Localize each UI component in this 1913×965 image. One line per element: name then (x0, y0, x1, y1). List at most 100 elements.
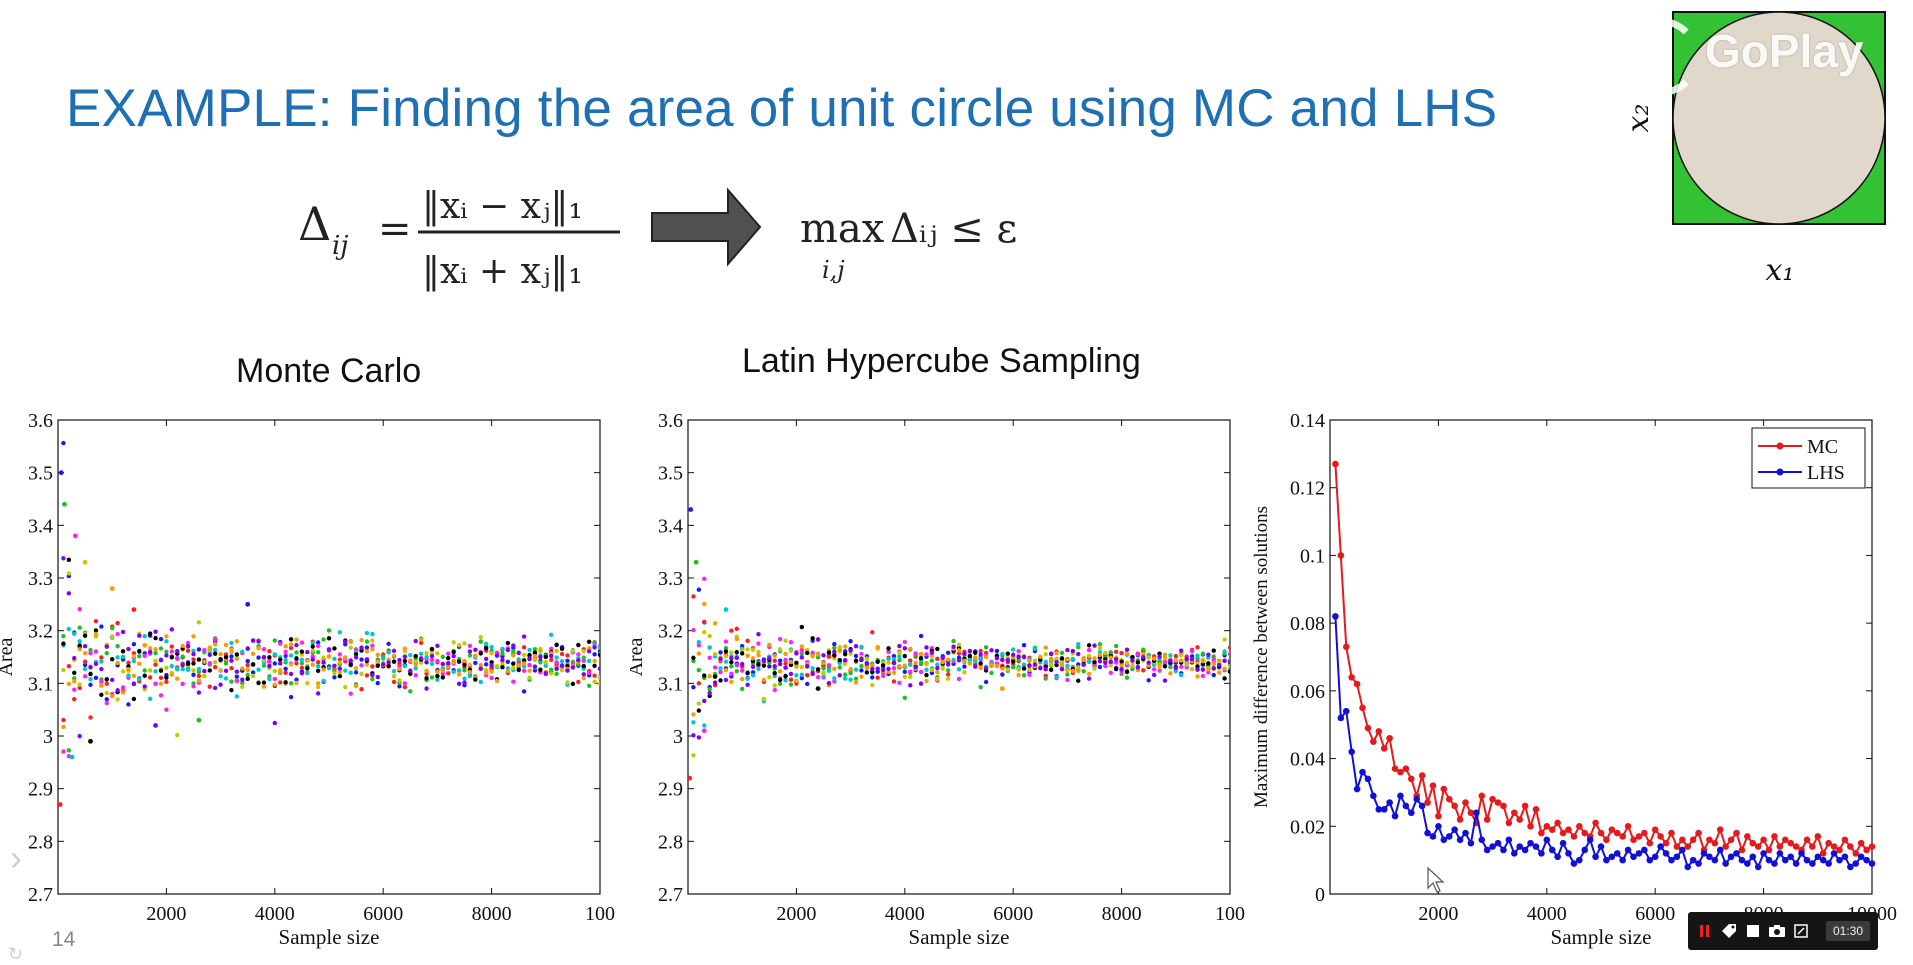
scatter-point (924, 652, 929, 657)
scatter-point (164, 679, 169, 685)
scatter-point (761, 696, 767, 702)
scatter-point (223, 642, 229, 648)
scatter-point (886, 666, 891, 671)
scatter-point (397, 684, 402, 689)
scatter-point (451, 660, 456, 665)
scatter-point (756, 641, 761, 646)
scatter-point (77, 606, 82, 612)
scatter-point (1021, 662, 1027, 668)
scatter-point (956, 651, 962, 656)
series-point-lhs (1733, 850, 1740, 857)
scatter-point (973, 659, 978, 664)
scatter-point (240, 677, 245, 682)
scatter-point (723, 607, 729, 612)
scatter-point (549, 653, 554, 659)
scatter-point (745, 653, 750, 658)
scatter-point (1146, 678, 1151, 683)
scatter-point (164, 665, 169, 671)
scatter-point (691, 684, 696, 690)
scatter-point (1124, 669, 1130, 674)
scatter-point (554, 666, 559, 672)
scatter-point (740, 686, 745, 692)
series-point-lhs (1494, 839, 1502, 847)
series-point-mc (1613, 829, 1621, 837)
refresh-icon[interactable]: ↻ (8, 944, 24, 964)
scatter-point (435, 658, 440, 664)
scatter-point (1070, 656, 1076, 662)
series-point-lhs (1722, 860, 1729, 867)
expand-icon[interactable] (1792, 922, 1810, 940)
scatter-point (875, 644, 880, 650)
scatter-point (169, 655, 175, 660)
scatter-point (408, 668, 413, 673)
previous-slide-icon[interactable]: › (10, 837, 22, 878)
scatter-point (483, 662, 489, 667)
scatter-point (832, 666, 837, 671)
scatter-point (859, 644, 864, 650)
series-point-mc (1548, 826, 1556, 833)
scatter-point (1011, 647, 1016, 652)
y-tick-label: 3.6 (658, 410, 683, 432)
scatter-point (848, 670, 853, 676)
scatter-point (592, 645, 597, 650)
scatter-point (527, 647, 532, 653)
series-point-mc (1451, 802, 1458, 810)
series-point-mc (1353, 680, 1361, 688)
scatter-point (826, 654, 832, 659)
scatter-point (1097, 664, 1103, 670)
series-point-mc (1397, 768, 1404, 776)
scatter-point (565, 653, 570, 658)
scatter-point (729, 659, 734, 665)
scatter-point (1119, 666, 1124, 672)
series-point-mc (1819, 850, 1827, 857)
scatter-point (424, 651, 429, 656)
scatter-point (1216, 670, 1222, 675)
scatter-point (115, 655, 120, 660)
scatter-point (1059, 662, 1065, 667)
scatter-point (521, 689, 527, 694)
camera-icon[interactable] (1768, 922, 1786, 940)
scatter-point (288, 653, 294, 658)
scatter-point (918, 669, 924, 675)
scatter-point (918, 656, 924, 661)
scatter-point (305, 681, 310, 686)
scatter-point (783, 665, 788, 670)
scatter-point (832, 641, 837, 647)
scatter-point (1179, 648, 1184, 653)
tag-icon[interactable] (1720, 922, 1738, 940)
scatter-point (370, 638, 375, 643)
scatter-point (745, 647, 750, 652)
scatter-point (886, 660, 891, 665)
record-icon[interactable] (1696, 922, 1714, 940)
scatter-point (315, 640, 321, 645)
scatter-point (250, 670, 256, 675)
scatter-point (440, 654, 446, 660)
scatter-point (413, 653, 418, 659)
scatter-point (272, 652, 277, 657)
scatter-point (218, 667, 223, 673)
scatter-point (1211, 661, 1216, 666)
y-tick-label: 3.2 (28, 621, 53, 643)
scatter-point (88, 682, 93, 688)
scatter-point (1081, 655, 1086, 661)
diagram-ylabel: x₂ (1621, 104, 1656, 133)
scatter-point (299, 665, 305, 671)
series-point-mc (1570, 833, 1578, 840)
series-point-mc (1738, 846, 1746, 854)
scatter-point (115, 697, 120, 702)
series-point-lhs (1576, 856, 1583, 864)
scatter-point (467, 673, 473, 679)
scatter-point (788, 671, 794, 677)
scatter-point (511, 665, 516, 671)
stop-icon[interactable] (1744, 922, 1762, 940)
series-point-mc (1754, 843, 1762, 850)
scatter-point (386, 663, 391, 669)
scatter-point (82, 650, 88, 656)
scatter-point (185, 648, 191, 654)
scatter-point (837, 648, 842, 654)
scatter-point (283, 649, 288, 654)
slide-number: 14 (52, 928, 76, 951)
scatter-point (147, 631, 153, 636)
scatter-point (77, 625, 82, 630)
scatter-point (712, 680, 718, 685)
